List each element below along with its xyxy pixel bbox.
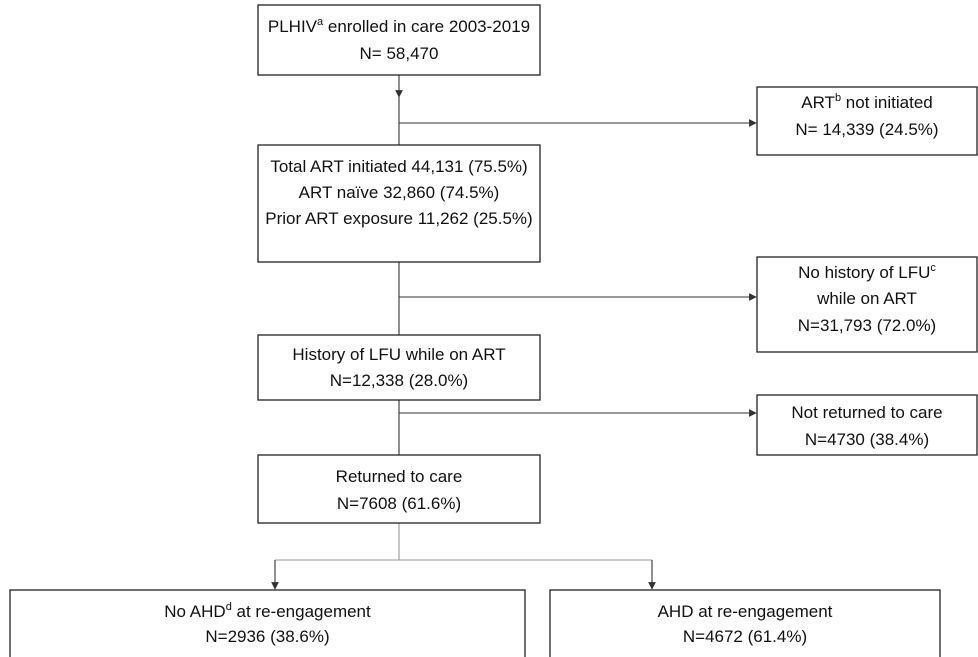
text-segment: Returned to care [336, 467, 463, 486]
node-text: Prior ART exposure 11,262 (25.5%) [265, 209, 532, 228]
node-text: Total ART initiated 44,131 (75.5%) [270, 157, 527, 176]
node-text: ARTb not initiated [801, 92, 933, 113]
text-segment: while on ART [816, 289, 917, 308]
node-text: History of LFU while on ART [292, 345, 505, 364]
node: History of LFU while on ART N=12,338 (28.… [257, 334, 541, 401]
superscript: b [835, 92, 841, 104]
text-segment: N=31,793 (72.0%) [798, 316, 936, 335]
node-text: N= 58,470 [360, 44, 439, 63]
text-segment: No history of LFU [798, 263, 930, 282]
superscript: d [226, 601, 232, 613]
node-text: N=4672 (61.4%) [683, 627, 807, 646]
node-text: AHD at re-engagement [658, 602, 833, 621]
node-text: No AHDd at re-engagement [164, 601, 371, 622]
node: Returned to care N=7608 (61.6%) [257, 454, 541, 524]
node-text: N=7608 (61.6%) [337, 494, 461, 513]
text-segment: N=4730 (38.4%) [805, 430, 929, 449]
node: AHD at re-engagement N=4672 (61.4%) [549, 589, 941, 657]
text-segment: N= 58,470 [360, 44, 439, 63]
node-box [756, 86, 978, 156]
text-segment: ART [801, 93, 835, 112]
node-text: N=4730 (38.4%) [805, 430, 929, 449]
text-segment: PLHIV [268, 17, 318, 36]
node: ARTb not initiated N= 14,339 (24.5%) [756, 86, 978, 156]
node-box [756, 394, 978, 456]
text-segment: N=12,338 (28.0%) [330, 371, 468, 390]
text-segment: N=2936 (38.6%) [205, 627, 329, 646]
node-text: N=2936 (38.6%) [205, 627, 329, 646]
node-box [257, 454, 541, 524]
superscript: a [317, 16, 324, 28]
node-box [257, 144, 541, 263]
node-text: No history of LFUc [798, 262, 936, 283]
node-text: while on ART [816, 289, 917, 308]
node-text: N=12,338 (28.0%) [330, 371, 468, 390]
node-text: N= 14,339 (24.5%) [795, 120, 938, 139]
text-segment: Prior ART exposure 11,262 (25.5%) [265, 209, 532, 228]
text-segment: N=4672 (61.4%) [683, 627, 807, 646]
node-box [549, 589, 941, 657]
node: Total ART initiated 44,131 (75.5%) ART na… [257, 144, 541, 263]
text-segment: at re-engagement [232, 602, 371, 621]
node: Not returned to care N=4730 (38.4%) [756, 394, 978, 456]
text-segment: N= 14,339 (24.5%) [795, 120, 938, 139]
node: PLHIVa enrolled in care 2003-2019 N= 58,4… [257, 4, 541, 76]
connectors [271, 75, 757, 590]
node-text: ART naïve 32,860 (74.5%) [299, 183, 500, 202]
node-text: Returned to care [336, 467, 463, 486]
node-text: Not returned to care [791, 403, 942, 422]
text-segment: Not returned to care [791, 403, 942, 422]
text-segment: ART naïve 32,860 (74.5%) [299, 183, 500, 202]
text-segment: not initiated [841, 93, 933, 112]
node-text: PLHIVa enrolled in care 2003-2019 [268, 16, 530, 37]
node-box [756, 256, 978, 353]
superscript: c [930, 262, 936, 274]
text-segment: AHD at re-engagement [658, 602, 833, 621]
node: No AHDd at re-engagement N=2936 (38.6%) [9, 589, 526, 657]
text-segment: enrolled in care 2003-2019 [323, 17, 530, 36]
text-segment: No AHD [164, 602, 225, 621]
text-segment: History of LFU while on ART [292, 345, 505, 364]
text-segment: Total ART initiated 44,131 (75.5%) [270, 157, 527, 176]
node-box [9, 589, 526, 657]
text-segment: N=7608 (61.6%) [337, 494, 461, 513]
node: No history of LFUc while on ART N=31,793 (… [756, 256, 978, 353]
node-box [257, 334, 541, 401]
node-text: N=31,793 (72.0%) [798, 316, 936, 335]
node-box [257, 4, 541, 76]
